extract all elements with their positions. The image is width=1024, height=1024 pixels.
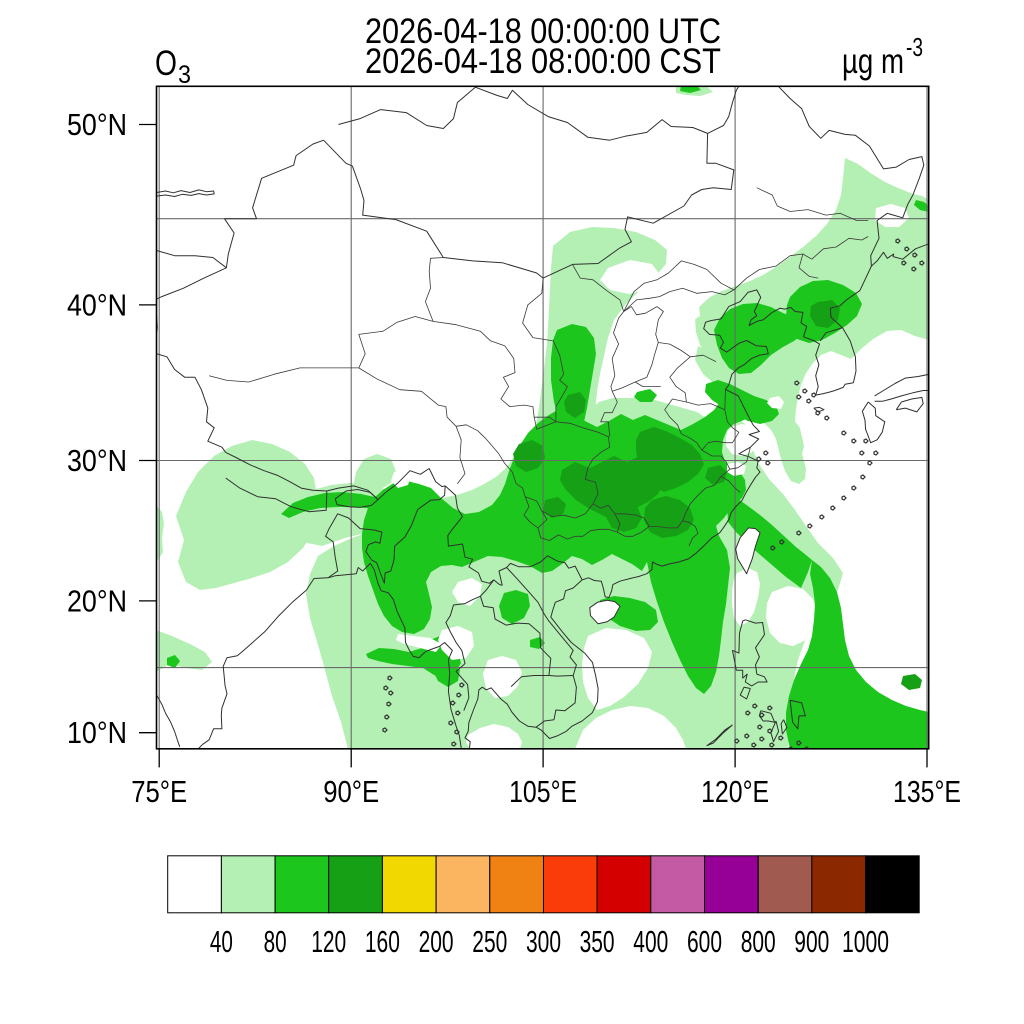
svg-text:O: O [155,44,177,83]
svg-text:120°E: 120°E [701,774,769,809]
svg-text:135°E: 135°E [893,774,961,809]
svg-text:µg m: µg m [842,42,904,81]
svg-text:30°N: 30°N [67,443,127,478]
svg-text:105°E: 105°E [509,774,577,809]
svg-text:600: 600 [687,924,722,959]
svg-text:20°N: 20°N [67,583,127,618]
svg-text:1000: 1000 [842,924,889,959]
svg-text:50°N: 50°N [67,107,127,142]
svg-text:80: 80 [264,924,287,959]
svg-text:3: 3 [178,61,191,89]
svg-text:75°E: 75°E [131,774,187,809]
svg-text:160: 160 [365,924,400,959]
svg-text:120: 120 [311,924,346,959]
svg-text:900: 900 [794,924,829,959]
svg-text:350: 350 [580,924,615,959]
svg-text:200: 200 [419,924,454,959]
svg-text:400: 400 [633,924,668,959]
svg-text:90°E: 90°E [323,774,379,809]
svg-text:2026-04-18 00:00:00 UTC: 2026-04-18 00:00:00 UTC [365,12,721,51]
svg-text:800: 800 [741,924,776,959]
svg-text:-3: -3 [906,32,923,62]
svg-text:40: 40 [210,924,233,959]
svg-text:40°N: 40°N [67,287,127,322]
svg-text:2026-04-18 08:00:00 CST: 2026-04-18 08:00:00 CST [365,42,721,81]
svg-text:300: 300 [526,924,561,959]
svg-text:250: 250 [472,924,507,959]
svg-text:10°N: 10°N [67,715,127,750]
